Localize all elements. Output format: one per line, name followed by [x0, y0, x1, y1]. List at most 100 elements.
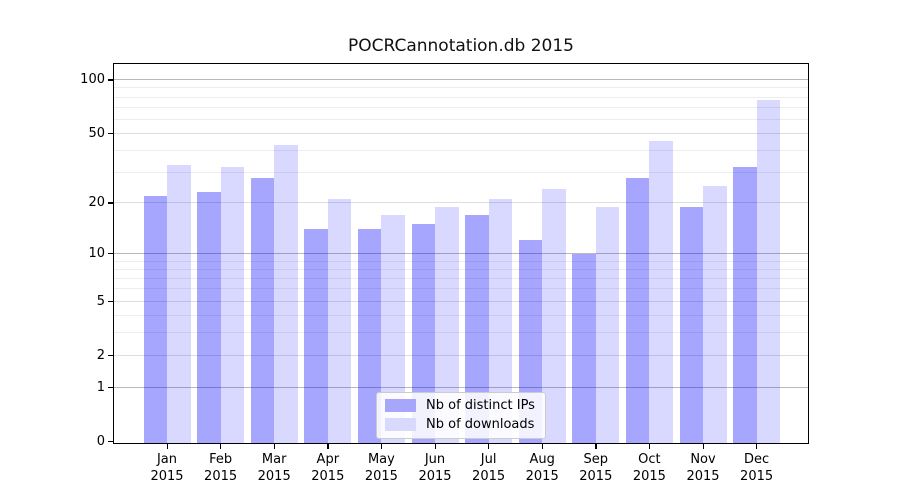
- x-tick-mark-nov: [702, 444, 704, 449]
- bar-downloads-may: [381, 214, 405, 443]
- legend: Nb of distinct IPs Nb of downloads: [376, 392, 546, 439]
- bar-distinct-ips-jul: [465, 214, 489, 443]
- x-tick-month: Apr: [316, 452, 340, 467]
- y-tick-mark-0: [108, 441, 113, 443]
- bar-distinct-ips-jun: [411, 224, 435, 443]
- gridline-y-1: [114, 386, 808, 388]
- x-tick-mark-jan: [166, 444, 168, 449]
- y-tick-label-5: 5: [96, 293, 105, 309]
- x-tick-mark-jun: [434, 444, 436, 449]
- y-tick-label-2: 2: [96, 347, 105, 363]
- bar-distinct-ips-nov: [679, 206, 703, 443]
- x-tick-label-jun: Jun 2015: [407, 451, 463, 485]
- x-tick-month: Jun: [424, 452, 446, 467]
- y-tick-mark-2: [108, 354, 113, 357]
- x-tick-month: Feb: [209, 452, 233, 467]
- gridline-y-30: [114, 171, 808, 173]
- gridline-y-80: [114, 96, 808, 98]
- gridline-y-60: [114, 118, 808, 120]
- legend-label-distinct-ips: Nb of distinct IPs: [426, 398, 535, 413]
- bar-distinct-ips-dec: [733, 167, 757, 443]
- y-tick-mark-10: [108, 253, 113, 255]
- x-tick-year: 2015: [204, 469, 238, 484]
- x-tick-year: 2015: [150, 469, 184, 484]
- x-tick-year: 2015: [364, 469, 398, 484]
- x-tick-label-jul: Jul 2015: [461, 451, 517, 485]
- x-tick-mark-oct: [648, 444, 651, 449]
- legend-swatch-distinct-ips: [385, 399, 416, 412]
- gridline-y-7: [114, 277, 808, 279]
- x-tick-mark-aug: [541, 444, 543, 449]
- bar-downloads-feb: [220, 167, 245, 443]
- y-tick-label-0: 0: [96, 434, 105, 449]
- bar-downloads-sep: [595, 206, 620, 443]
- x-tick-label-mar: Mar 2015: [246, 451, 302, 485]
- x-tick-year: 2015: [418, 469, 452, 484]
- x-tick-month: Aug: [529, 452, 555, 467]
- x-tick-label-aug: Aug 2015: [514, 451, 570, 485]
- bar-downloads-aug: [542, 189, 566, 443]
- x-tick-year: 2015: [686, 469, 720, 484]
- bar-downloads-dec: [756, 99, 781, 443]
- y-tick-mark-100: [108, 79, 113, 81]
- x-tick-mark-sep: [595, 444, 597, 449]
- x-tick-year: 2015: [632, 469, 666, 484]
- chart-title: POCRCannotation.db 2015: [347, 36, 574, 56]
- legend-swatch-downloads: [385, 418, 416, 431]
- y-tick-label-1: 1: [96, 379, 105, 395]
- legend-entry-distinct-ips: Nb of distinct IPs: [385, 398, 535, 413]
- x-tick-year: 2015: [525, 469, 559, 484]
- gridline-y-70: [114, 106, 808, 108]
- x-tick-label-apr: Apr 2015: [300, 451, 356, 485]
- legend-entry-downloads: Nb of downloads: [385, 417, 535, 432]
- x-tick-month: Jan: [156, 452, 178, 467]
- gridline-y-5: [114, 300, 808, 302]
- gridline-y-3: [114, 332, 808, 334]
- x-tick-label-may: May 2015: [353, 451, 409, 485]
- gridline-y-100: [114, 79, 808, 81]
- bar-distinct-ips-apr: [304, 229, 328, 443]
- bar-distinct-ips-jan: [143, 195, 167, 443]
- x-tick-label-jan: Jan 2015: [139, 451, 195, 485]
- x-tick-year: 2015: [740, 469, 774, 484]
- x-tick-mark-mar: [273, 444, 275, 449]
- y-tick-label-100: 100: [80, 72, 105, 88]
- y-tick-label-20: 20: [88, 195, 105, 211]
- bar-distinct-ips-may: [357, 229, 382, 443]
- bar-downloads-mar: [274, 144, 298, 443]
- x-tick-label-sep: Sep 2015: [568, 451, 624, 485]
- gridline-y-4: [114, 314, 808, 316]
- gridline-y-50: [114, 132, 808, 134]
- bar-downloads-apr: [327, 199, 352, 443]
- x-tick-month: Sep: [583, 452, 609, 467]
- x-tick-month: Jul: [480, 452, 497, 467]
- x-tick-mark-feb: [220, 444, 222, 449]
- bar-distinct-ips-mar: [250, 177, 275, 443]
- x-tick-month: Nov: [690, 452, 716, 467]
- x-tick-month: May: [367, 452, 395, 467]
- bar-distinct-ips-oct: [625, 177, 650, 443]
- y-tick-mark-5: [108, 300, 113, 302]
- x-tick-year: 2015: [472, 469, 506, 484]
- bar-downloads-nov: [703, 186, 727, 443]
- bar-downloads-jan: [167, 165, 191, 443]
- y-tick-mark-50: [108, 132, 113, 135]
- x-tick-month: Dec: [744, 452, 770, 467]
- x-tick-year: 2015: [311, 469, 345, 484]
- bar-downloads-oct: [649, 141, 673, 443]
- gridline-y-9: [114, 260, 808, 262]
- x-tick-month: Mar: [261, 452, 287, 467]
- x-tick-year: 2015: [579, 469, 613, 484]
- bar-downloads-jul: [488, 199, 513, 443]
- x-tick-mark-apr: [327, 444, 329, 449]
- x-tick-month: Oct: [638, 452, 661, 467]
- bar-distinct-ips-sep: [572, 253, 596, 443]
- bar-downloads-jun: [435, 206, 459, 443]
- x-tick-mark-dec: [756, 444, 758, 449]
- x-tick-year: 2015: [257, 469, 291, 484]
- y-tick-mark-20: [108, 202, 113, 204]
- y-tick-label-10: 10: [88, 246, 105, 262]
- gridline-y-2: [114, 354, 808, 356]
- x-tick-label-nov: Nov 2015: [675, 451, 731, 485]
